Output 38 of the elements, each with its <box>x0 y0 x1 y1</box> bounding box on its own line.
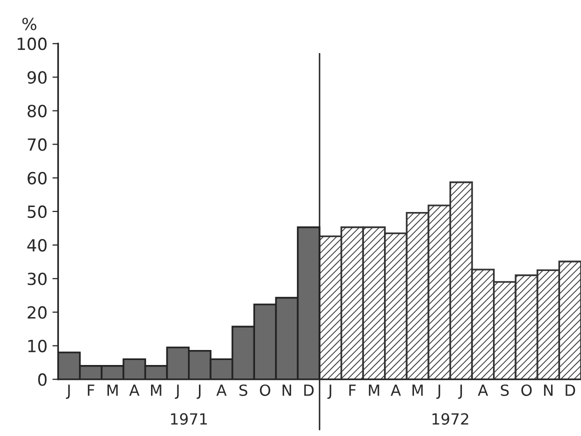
y-tick-label: 0 <box>38 373 47 386</box>
x-tick-label: J <box>66 384 70 399</box>
y-tick-label: 20 <box>28 306 47 319</box>
x-tick-label: J <box>458 384 462 399</box>
y-tick-label: 80 <box>28 104 47 118</box>
x-tick-label: M <box>368 384 380 396</box>
x-tick-label: J <box>327 384 332 399</box>
x-tick-label: J <box>196 384 200 399</box>
y-axis-title: % <box>22 18 36 30</box>
x-tick-label: S <box>500 384 509 396</box>
x-tick-label: M <box>151 384 162 396</box>
x-tick-label: D <box>566 384 576 396</box>
x-tick-label: D <box>304 384 314 396</box>
x-tick-label: J <box>174 384 179 399</box>
y-tick-label: 50 <box>28 205 47 218</box>
x-tick-label: F <box>349 384 356 396</box>
y-tick-label: 100 <box>18 38 47 50</box>
x-tick-label: M <box>412 384 423 396</box>
x-tick-label: A <box>478 384 488 396</box>
text: 1971 <box>171 413 207 425</box>
y-tick-label: 70 <box>28 138 47 151</box>
x-tick-label: A <box>129 384 140 396</box>
x-tick-label: A <box>216 384 227 396</box>
text: 1972 <box>432 413 468 425</box>
y-tick-label: 30 <box>28 272 47 286</box>
x-tick-label: A <box>390 384 401 396</box>
x-tick-label: N <box>282 384 292 396</box>
y-tick-label: 40 <box>27 238 47 252</box>
x-tick-label: S <box>239 384 248 396</box>
x-tick-label: F <box>88 384 94 396</box>
x-tick-label: O <box>260 384 270 396</box>
x-tick-label: M <box>107 384 118 396</box>
x-tick-label: N <box>544 384 553 396</box>
x-tick-label: J <box>436 384 440 399</box>
y-tick-label: 10 <box>28 340 47 352</box>
y-tick-label: 60 <box>28 172 47 184</box>
y-tick-label: 90 <box>28 71 47 84</box>
x-tick-label: O <box>521 384 532 396</box>
